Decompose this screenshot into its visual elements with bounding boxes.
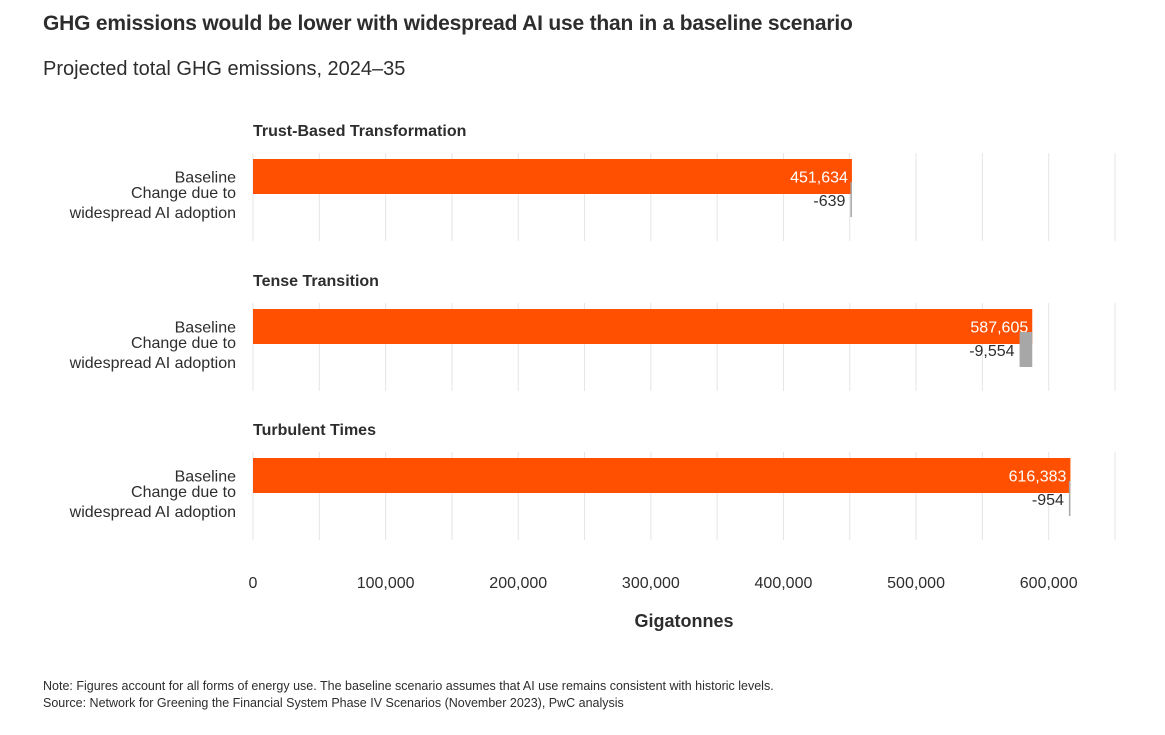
chart-subtitle: Projected total GHG emissions, 2024–35 [43,58,406,80]
row-label-baseline: Baseline [175,170,236,187]
row-label-change-line2: widespread AI adoption [69,355,236,372]
change-bar [1019,332,1033,367]
row-label-baseline: Baseline [175,320,236,337]
baseline-bar [253,309,1033,344]
x-axis: 0 100,000 200,000 300,000 400,000 500,000 600,… [249,575,1078,592]
row-label-change-line1: Change due to [131,185,236,202]
scenario-group: Tense Transition Baseline 587,605 Change du… [69,273,1033,372]
baseline-bar [253,159,852,194]
change-value-label: -639 [813,193,845,210]
scenario-group: Turbulent Times Baseline 616,383 Change due… [69,422,1071,521]
chart-note: Note: Figures account for all forms of e… [43,679,774,693]
row-label-change-line2: widespread AI adoption [69,205,236,222]
change-bar [850,182,852,217]
group-heading: Trust-Based Transformation [253,123,466,140]
scenario-group: Trust-Based Transformation Baseline 451,63… [69,123,852,222]
row-label-change-line1: Change due to [131,335,236,352]
group-heading: Tense Transition [253,273,379,290]
change-value-label: -9,554 [969,343,1014,360]
bar-chart: Trust-Based Transformation Baseline 451,63… [69,123,1116,631]
x-tick-label: 0 [249,575,258,592]
chart-source: Source: Network for Greening the Financi… [43,696,624,710]
baseline-value-label: 587,605 [970,320,1028,337]
x-tick-label: 300,000 [622,575,680,592]
x-tick-label: 600,000 [1020,575,1078,592]
row-label-change-line2: widespread AI adoption [69,504,236,521]
row-label-baseline: Baseline [175,469,236,486]
x-tick-label: 200,000 [489,575,547,592]
change-value-label: -954 [1032,492,1064,509]
x-tick-label: 500,000 [887,575,945,592]
row-label-change-line1: Change due to [131,484,236,501]
x-axis-label: Gigatonnes [634,611,733,631]
x-tick-label: 100,000 [357,575,415,592]
baseline-value-label: 616,383 [1009,469,1067,486]
change-bar [1068,481,1071,516]
chart-title: GHG emissions would be lower with widesp… [43,12,853,35]
baseline-value-label: 451,634 [790,170,848,187]
group-heading: Turbulent Times [253,422,376,439]
bar-groups: Trust-Based Transformation Baseline 451,63… [69,123,1071,521]
x-tick-label: 400,000 [755,575,813,592]
baseline-bar [253,458,1071,493]
